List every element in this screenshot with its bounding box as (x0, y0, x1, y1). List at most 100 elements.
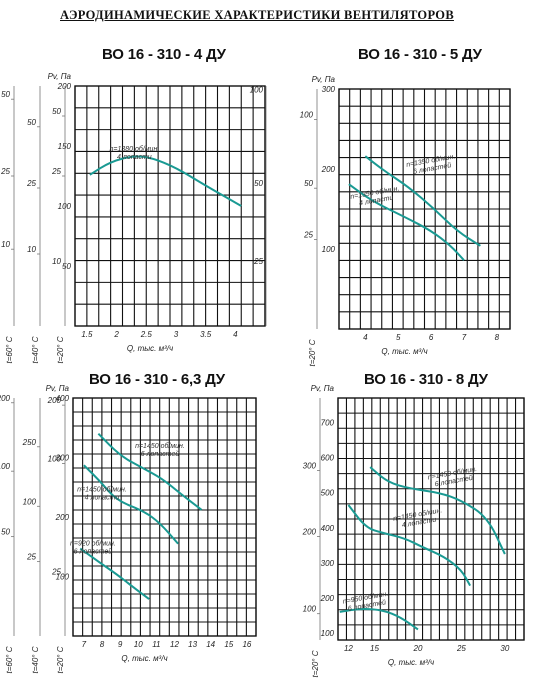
plot-frame (338, 88, 511, 330)
series-annotation: n=1380 об/мин.4 лопасти (109, 145, 159, 161)
series-speed-label: n=1380 об/мин. (109, 145, 159, 153)
x-tick-label: 2.5 (140, 330, 153, 339)
temperature-scale-label: t=40° C (31, 646, 40, 673)
series-blades-label: 4 лопасти (85, 494, 120, 501)
y-tick-label: 200 (55, 513, 70, 522)
x-tick-label: 12 (344, 644, 353, 653)
series-line (347, 504, 471, 587)
series-line (339, 608, 419, 631)
y-tick-label: 300 (56, 454, 70, 463)
plot-frame (72, 397, 257, 637)
y-axis-label: Pv, Па (311, 384, 335, 393)
temperature-scale-tick-label: 25 (26, 179, 36, 188)
series-speed-label: n=1450 об/мин. (135, 442, 185, 450)
series-line (97, 432, 203, 511)
temperature-scale-tick-label: 50 (1, 90, 10, 99)
x-tick-label: 3 (174, 330, 179, 339)
temperature-scale-tick-label: 200 (0, 394, 11, 403)
x-tick-label: 25 (456, 644, 466, 653)
y-tick-label: 600 (321, 454, 335, 463)
temperature-scale-tick-label: 100 (23, 497, 37, 506)
temperature-scale-tick-label: 10 (52, 257, 61, 266)
page-title: АЭРОДИНАМИЧЕСКИЕ ХАРАКТЕРИСТИКИ ВЕНТИЛЯТ… (60, 8, 454, 22)
temperature-scale-label: t=60° C (5, 646, 14, 673)
series-speed-label: n=1450 об/мин. (77, 485, 127, 493)
temperature-scale-tick-label: 50 (27, 118, 36, 127)
series-annotation: n=1450 об/мин.6 лопастей (135, 442, 185, 458)
y-tick-label: 100 (58, 202, 72, 211)
temperature-scale-tick-label: 100 (300, 110, 314, 119)
x-tick-label: 13 (188, 640, 197, 649)
temperature-scale-tick-label: 250 (22, 438, 37, 447)
series-annotation: n=1450 об/мин.6 лопастей (427, 465, 477, 488)
series-line (364, 155, 481, 247)
x-tick-label: 14 (206, 640, 215, 649)
plot-frame (337, 397, 525, 641)
temperature-scale-tick-label: 200 (47, 396, 62, 405)
chart-title-63du: ВО 16 - 310 - 6,3 ДУ (89, 371, 225, 388)
x-axis-label: Q, тыс. м³/ч (388, 658, 434, 667)
x-tick-label: 12 (170, 640, 179, 649)
y-tick-label: 300 (321, 559, 335, 568)
y-axis-label: Pv, Па (46, 384, 70, 393)
y-tick-label: 50 (62, 262, 71, 271)
temperature-scale-tick-label: 10 (27, 245, 36, 254)
temperature-scale-tick-label: 50 (304, 179, 313, 188)
x-tick-label: 30 (500, 644, 509, 653)
x-tick-label: 8 (495, 333, 500, 342)
temperature-scale-tick-label: 100 (48, 454, 62, 463)
x-axis-label: Q, тыс. м³/ч (121, 654, 167, 663)
temperature-scale-tick-label: 50 (1, 528, 10, 537)
temperature-scale-tick-label: 25 (0, 167, 10, 176)
x-tick-label: 4 (363, 333, 368, 342)
x-tick-label: 2 (113, 330, 119, 339)
y-tick-label: 500 (321, 489, 335, 498)
temperature-scale-tick-label: 50 (52, 107, 61, 116)
y-tick-label: 100 (56, 573, 70, 582)
x-tick-label: 6 (429, 333, 434, 342)
temperature-scale-label: t=20° C (308, 339, 317, 366)
x-tick-label: 4 (233, 330, 238, 339)
right-scale-tick-label: 100 (250, 85, 264, 94)
temperature-scale-label: t=20° C (56, 336, 65, 363)
temperature-scale-label: t=20° C (56, 646, 65, 673)
series-line (369, 466, 506, 555)
temperature-scale-label: t=60° C (5, 336, 14, 363)
y-tick-label: 200 (320, 594, 335, 603)
temperature-scale-label: t=40° C (31, 336, 40, 363)
x-tick-label: 20 (413, 644, 423, 653)
chart-title-4du: ВО 16 - 310 - 4 ДУ (102, 46, 226, 63)
chart-title-8du: ВО 16 - 310 - 8 ДУ (364, 371, 488, 388)
x-tick-label: 15 (370, 644, 379, 653)
temperature-scale-tick-label: 200 (302, 528, 317, 537)
right-scale-tick-label: 25 (253, 257, 263, 266)
series-blades-label: 4 лопасти (117, 154, 152, 161)
series-blades-label: 6 лопастей (74, 548, 113, 556)
x-tick-label: 8 (100, 640, 105, 649)
x-axis-label: Q, тыс. м³/ч (381, 347, 427, 356)
temperature-scale-label: t=20° C (311, 650, 320, 677)
y-axis-label: Pv, Па (312, 75, 336, 84)
temperature-scale-tick-label: 25 (51, 167, 61, 176)
y-tick-label: 300 (322, 85, 336, 94)
y-tick-label: 700 (321, 419, 335, 428)
temperature-scale-tick-label: 100 (0, 462, 11, 471)
right-scale-tick-label: 50 (254, 179, 263, 188)
x-tick-label: 7 (82, 640, 87, 649)
series-speed-label: n=920 об/мин. (70, 540, 116, 548)
x-tick-label: 7 (462, 333, 467, 342)
y-tick-label: 100 (322, 245, 336, 254)
series-annotation: n=1350 об/мин.4 лопасти (350, 184, 400, 207)
series-line (83, 464, 179, 545)
temperature-scale-tick-label: 10 (1, 240, 10, 249)
plot-frame (74, 85, 266, 327)
y-tick-label: 400 (56, 394, 70, 403)
temperature-scale-tick-label: 25 (51, 568, 61, 577)
temperature-scale-tick-label: 25 (26, 553, 36, 562)
y-axis-label: Pv, Па (48, 72, 72, 81)
x-tick-label: 5 (396, 333, 401, 342)
